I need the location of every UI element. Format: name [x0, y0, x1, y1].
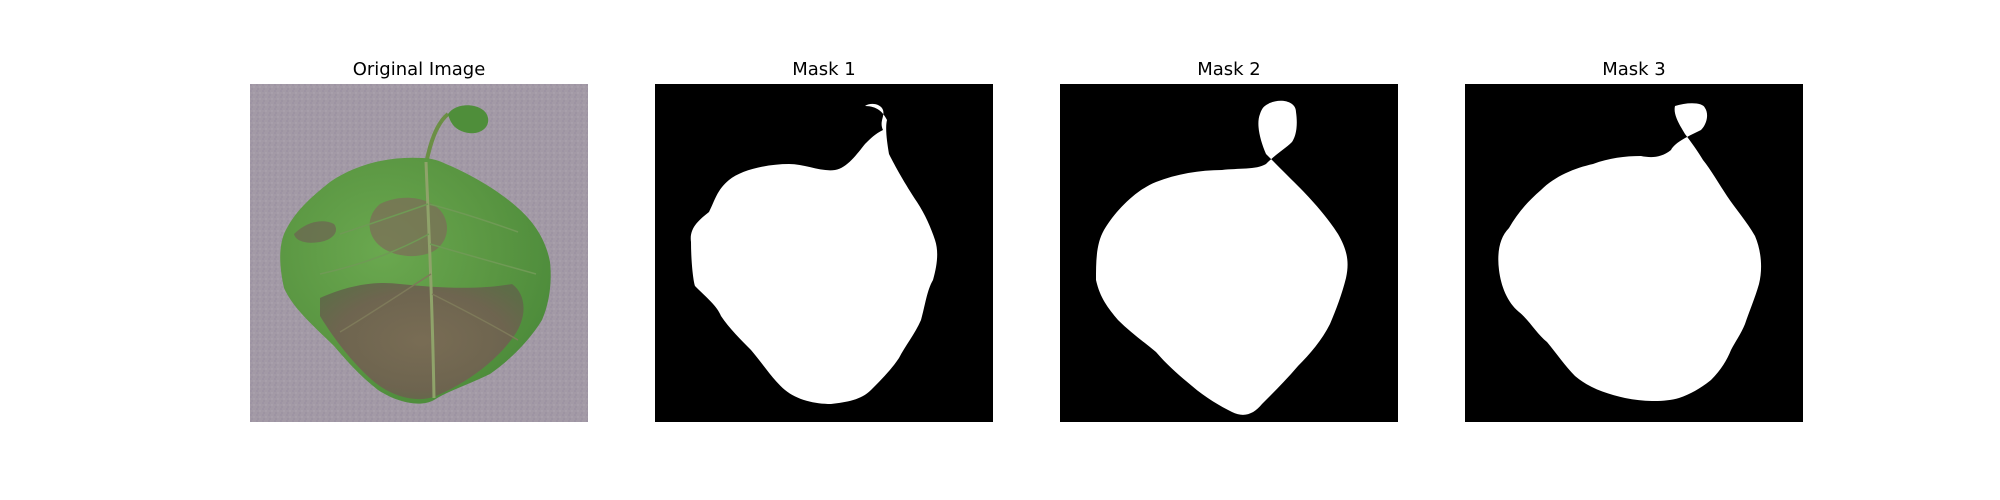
- panel-mask-1: Mask 1: [655, 59, 993, 424]
- midrib: [424, 161, 436, 399]
- vein: [431, 293, 519, 341]
- mask-image: [1465, 84, 1803, 422]
- panel-title: Mask 2: [1197, 59, 1261, 80]
- panel-mask-2: Mask 2: [1060, 59, 1398, 424]
- panel-title: Original Image: [352, 59, 486, 80]
- vein: [339, 203, 429, 235]
- mask-foreground: [1096, 100, 1348, 415]
- lesion-left: [294, 221, 337, 243]
- panel-original-image: Original Image: [250, 59, 588, 424]
- panel-title: Mask 3: [1602, 59, 1666, 80]
- leaf-photo: [250, 84, 588, 422]
- vein: [339, 273, 432, 333]
- vein: [429, 243, 537, 275]
- mask-image: [1060, 84, 1398, 422]
- panel-mask-3: Mask 3: [1465, 59, 1803, 424]
- mask-image: [655, 84, 993, 422]
- vein: [428, 203, 519, 233]
- mask-foreground: [690, 103, 938, 405]
- mask-foreground: [1498, 103, 1762, 401]
- vein: [319, 233, 430, 275]
- leaflet: [448, 105, 489, 134]
- panel-title: Mask 1: [792, 59, 856, 80]
